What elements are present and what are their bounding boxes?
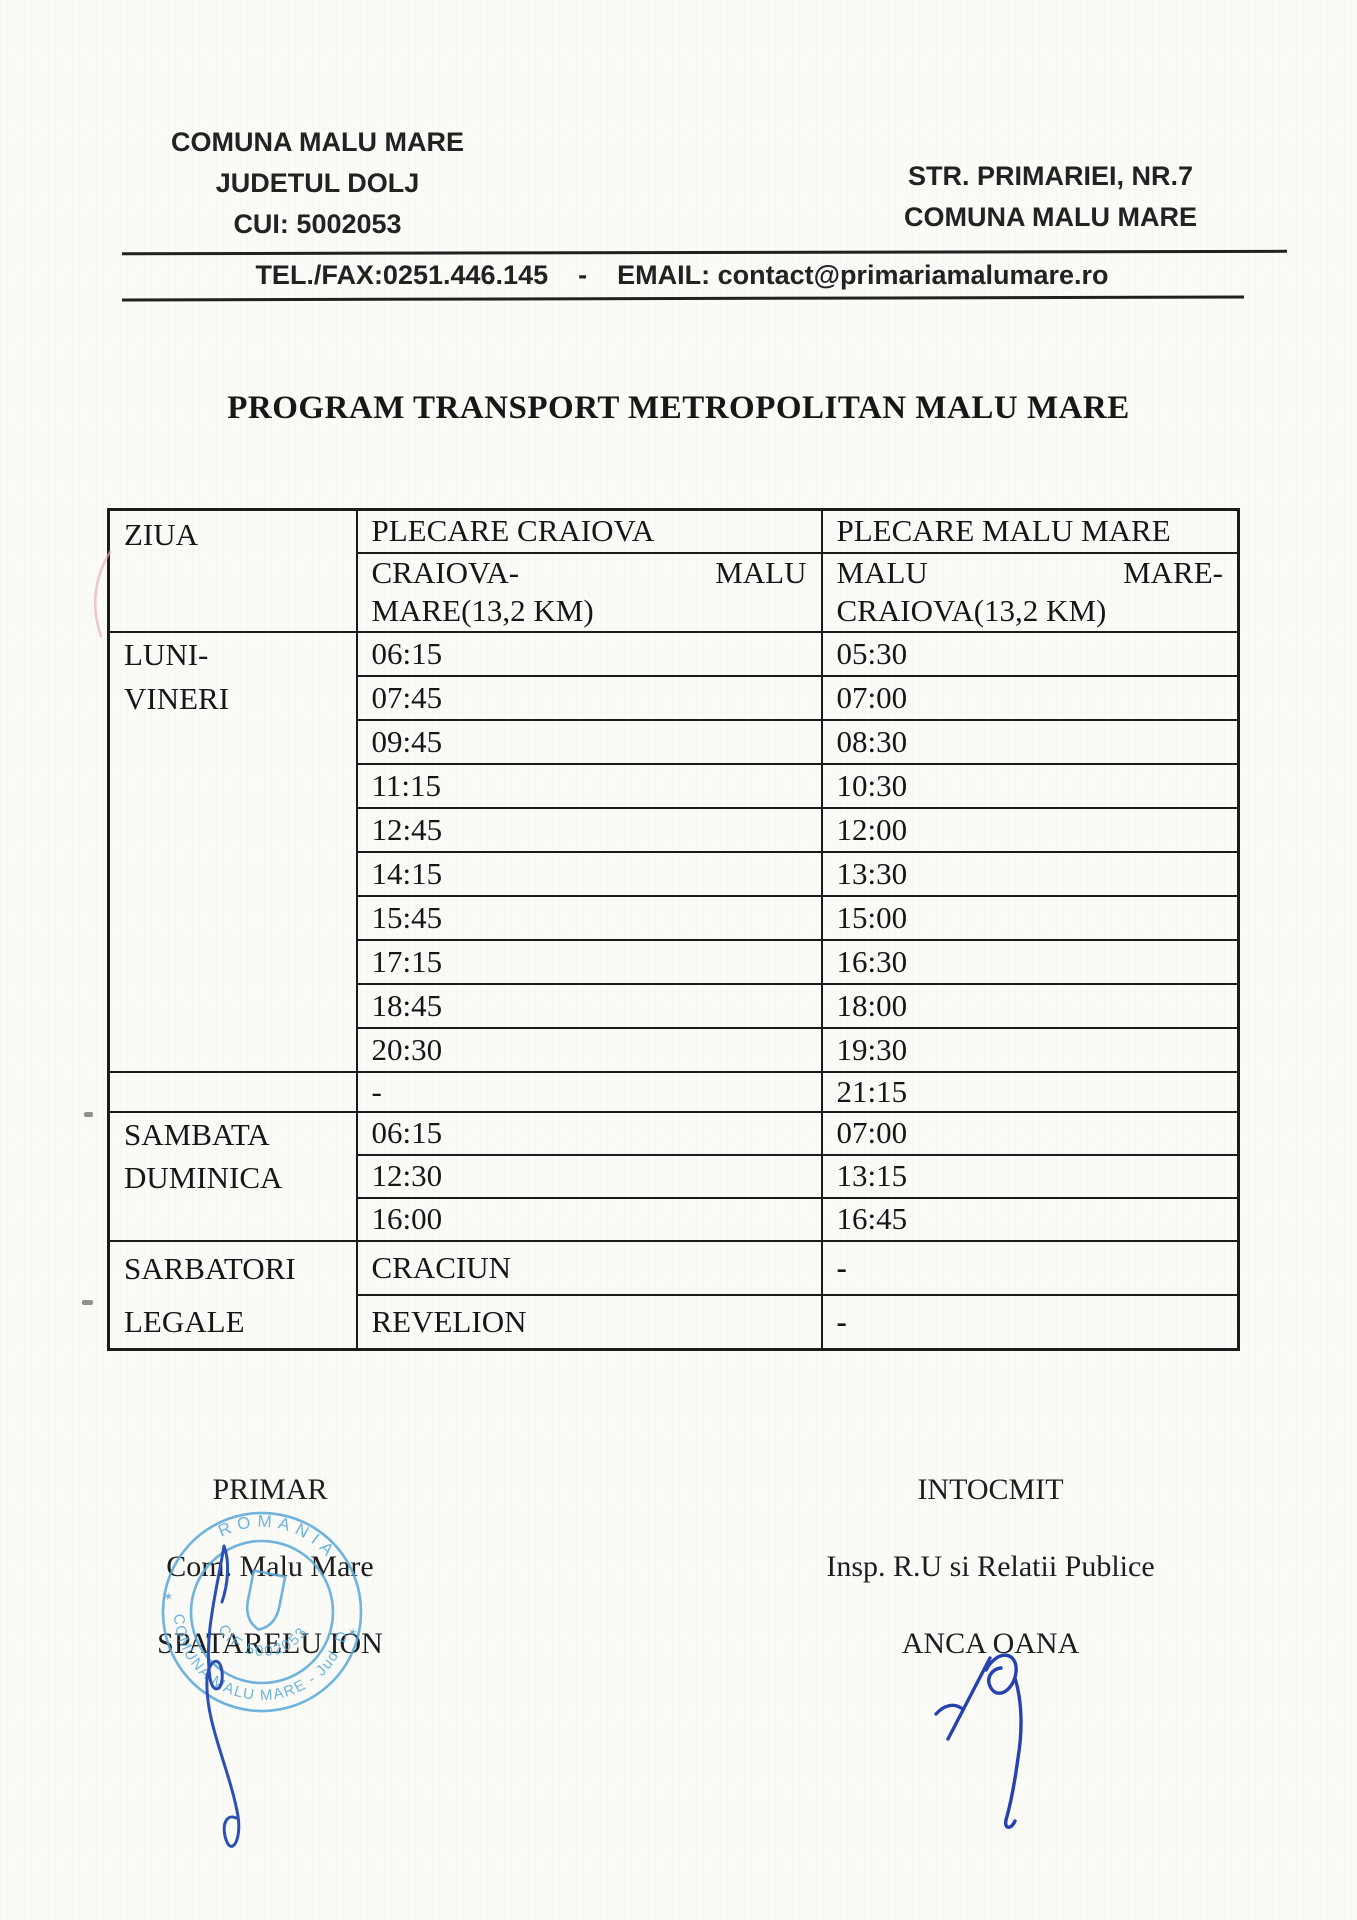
table-subheader-row: CRAIOVA- MALU MARE(13,2 KM) MALU MARE- C… — [109, 551, 1240, 633]
header-rule-bottom — [121, 295, 1245, 302]
subheader-craiova-malu-mare: CRAIOVA- MALU MARE(13,2 KM) — [355, 551, 823, 633]
time-cell: 18:45 — [355, 982, 823, 1029]
table-row: 07:45 07:00 — [109, 674, 1240, 721]
table-row: 14:15 13:30 — [109, 850, 1240, 897]
time-cell: 17:15 — [355, 938, 823, 985]
scan-artifact-pink-mark — [93, 550, 112, 638]
time-cell: 07:00 — [820, 674, 1240, 721]
table-row: 09:45 08:30 — [109, 718, 1240, 765]
table-row: 17:15 16:30 — [109, 938, 1240, 985]
time-cell: 12:00 — [820, 806, 1240, 853]
table-row: REVELION - — [109, 1293, 1240, 1351]
no-service-cell: - — [820, 1239, 1240, 1296]
time-cell: 19:30 — [820, 1026, 1240, 1073]
route-distance: MARE(13,2 KM) — [371, 592, 594, 628]
dept-line: Insp. R.U si Relatii Publice — [826, 1550, 1155, 1583]
time-cell: 10:30 — [820, 762, 1240, 809]
role-intocmit: INTOCMIT — [917, 1473, 1064, 1506]
time-cell: 13:15 — [820, 1153, 1240, 1199]
route-label: MALU — [715, 554, 807, 590]
signature-block-intocmit: INTOCMIT Insp. R.U si Relatii Publice AN… — [778, 1473, 1203, 1661]
org-name: COMUNA MALU MARE — [171, 127, 464, 157]
table-row: 18:45 18:00 — [109, 982, 1240, 1029]
col-header-plecare-malu-mare: PLECARE MALU MARE — [820, 508, 1240, 554]
table-header-row: ZIUA PLECARE CRAIOVA PLECARE MALU MARE — [107, 508, 1240, 633]
header-rule-top — [121, 249, 1288, 256]
time-cell: 15:00 — [820, 894, 1240, 941]
time-cell: 08:30 — [820, 718, 1240, 765]
scan-smudge — [82, 1300, 93, 1305]
letterhead-address-block: STR. PRIMARIEI, NR.7 COMUNA MALU MARE — [858, 156, 1243, 238]
table-row: - 21:15 — [107, 1070, 1240, 1113]
route-distance: CRAIOVA(13,2 KM) — [836, 592, 1107, 628]
intocmit-signature-icon — [934, 1653, 1023, 1829]
day-group-empty — [107, 1070, 358, 1113]
day-group-sarbatori-legale: SARBATORI LEGALE — [107, 1239, 358, 1350]
primar-signature-icon — [205, 1544, 241, 1848]
stamp-star-left: ✶ — [162, 1589, 175, 1605]
official-stamp-icon: ROMÂNIA COMUNA MALU MARE - Jud. Dolj CIF… — [131, 1481, 377, 1720]
table-row: SAMBATA DUMINICA 06:15 07:00 — [107, 1110, 1240, 1242]
table-row: 16:00 16:45 — [109, 1196, 1240, 1242]
org-commune: COMUNA MALU MARE — [904, 202, 1197, 232]
time-cell: 16:45 — [820, 1196, 1240, 1242]
email: EMAIL: contact@primariamalumare.ro — [617, 260, 1109, 290]
stamp-star-right: ✶ — [346, 1625, 359, 1641]
time-cell: 11:15 — [355, 762, 823, 809]
time-cell: 05:30 — [820, 630, 1240, 677]
no-service-cell: - — [820, 1293, 1240, 1351]
time-cell: 20:30 — [355, 1026, 823, 1073]
time-cell: 06:15 — [355, 1110, 823, 1156]
tel-fax: TEL./FAX:0251.446.145 — [255, 260, 549, 290]
table-row: 20:30 19:30 — [109, 1026, 1240, 1073]
scan-smudge — [84, 1112, 93, 1117]
col-header-ziua: ZIUA — [107, 508, 358, 633]
table-row: LUNI- VINERI 06:15 05:30 — [107, 630, 1240, 1073]
name-anca-oana: ANCA OANA — [901, 1627, 1080, 1660]
org-street: STR. PRIMARIEI, NR.7 — [907, 161, 1194, 191]
table-row: 12:45 12:00 — [109, 806, 1240, 853]
route-label: MALU — [836, 554, 928, 590]
time-cell: 13:30 — [820, 850, 1240, 897]
time-cell: 06:15 — [355, 630, 823, 677]
day-group-luni-vineri: LUNI- VINERI — [107, 630, 358, 1073]
letterhead-org-block: COMUNA MALU MARE JUDETUL DOLJ CUI: 50020… — [130, 122, 505, 245]
time-cell: 07:00 — [820, 1110, 1240, 1156]
time-cell: 15:45 — [355, 894, 823, 941]
table-row: 12:30 13:15 — [109, 1153, 1240, 1199]
schedule-table: ZIUA PLECARE CRAIOVA PLECARE MALU MARE C… — [107, 508, 1240, 1351]
time-cell: 18:00 — [820, 982, 1240, 1029]
holiday-cell: CRACIUN — [355, 1239, 823, 1296]
time-cell: 07:45 — [355, 674, 823, 721]
time-cell: 21:15 — [820, 1070, 1240, 1113]
letterhead-contact-line: TEL./FAX:0251.446.145- EMAIL: contact@pri… — [122, 257, 1242, 293]
route-label: MARE- — [1123, 554, 1223, 590]
route-label: CRAIOVA- — [371, 554, 520, 590]
time-cell: - — [355, 1070, 823, 1113]
col-header-plecare-craiova: PLECARE CRAIOVA — [355, 508, 823, 554]
table-row: 15:45 15:00 — [109, 894, 1240, 941]
time-cell: 09:45 — [355, 718, 823, 765]
table-row: SARBATORI LEGALE CRACIUN - — [107, 1239, 1240, 1350]
time-cell: 14:15 — [355, 850, 823, 897]
time-cell: 12:30 — [355, 1153, 823, 1199]
day-group-sambata-duminica: SAMBATA DUMINICA — [107, 1110, 358, 1242]
subheader-malu-mare-craiova: MALU MARE- CRAIOVA(13,2 KM) — [820, 551, 1240, 633]
time-cell: 16:00 — [355, 1196, 823, 1242]
table-row: 11:15 10:30 — [109, 762, 1240, 809]
holiday-cell: REVELION — [355, 1293, 823, 1351]
org-county: JUDETUL DOLJ — [215, 168, 420, 198]
contact-separator: - — [578, 260, 588, 290]
time-cell: 12:45 — [355, 806, 823, 853]
page-title: PROGRAM TRANSPORT METROPOLITAN MALU MARE — [227, 390, 1130, 426]
role-primar: PRIMAR — [212, 1473, 328, 1506]
org-cui: CUI: 5002053 — [233, 209, 402, 239]
time-cell: 16:30 — [820, 938, 1240, 985]
